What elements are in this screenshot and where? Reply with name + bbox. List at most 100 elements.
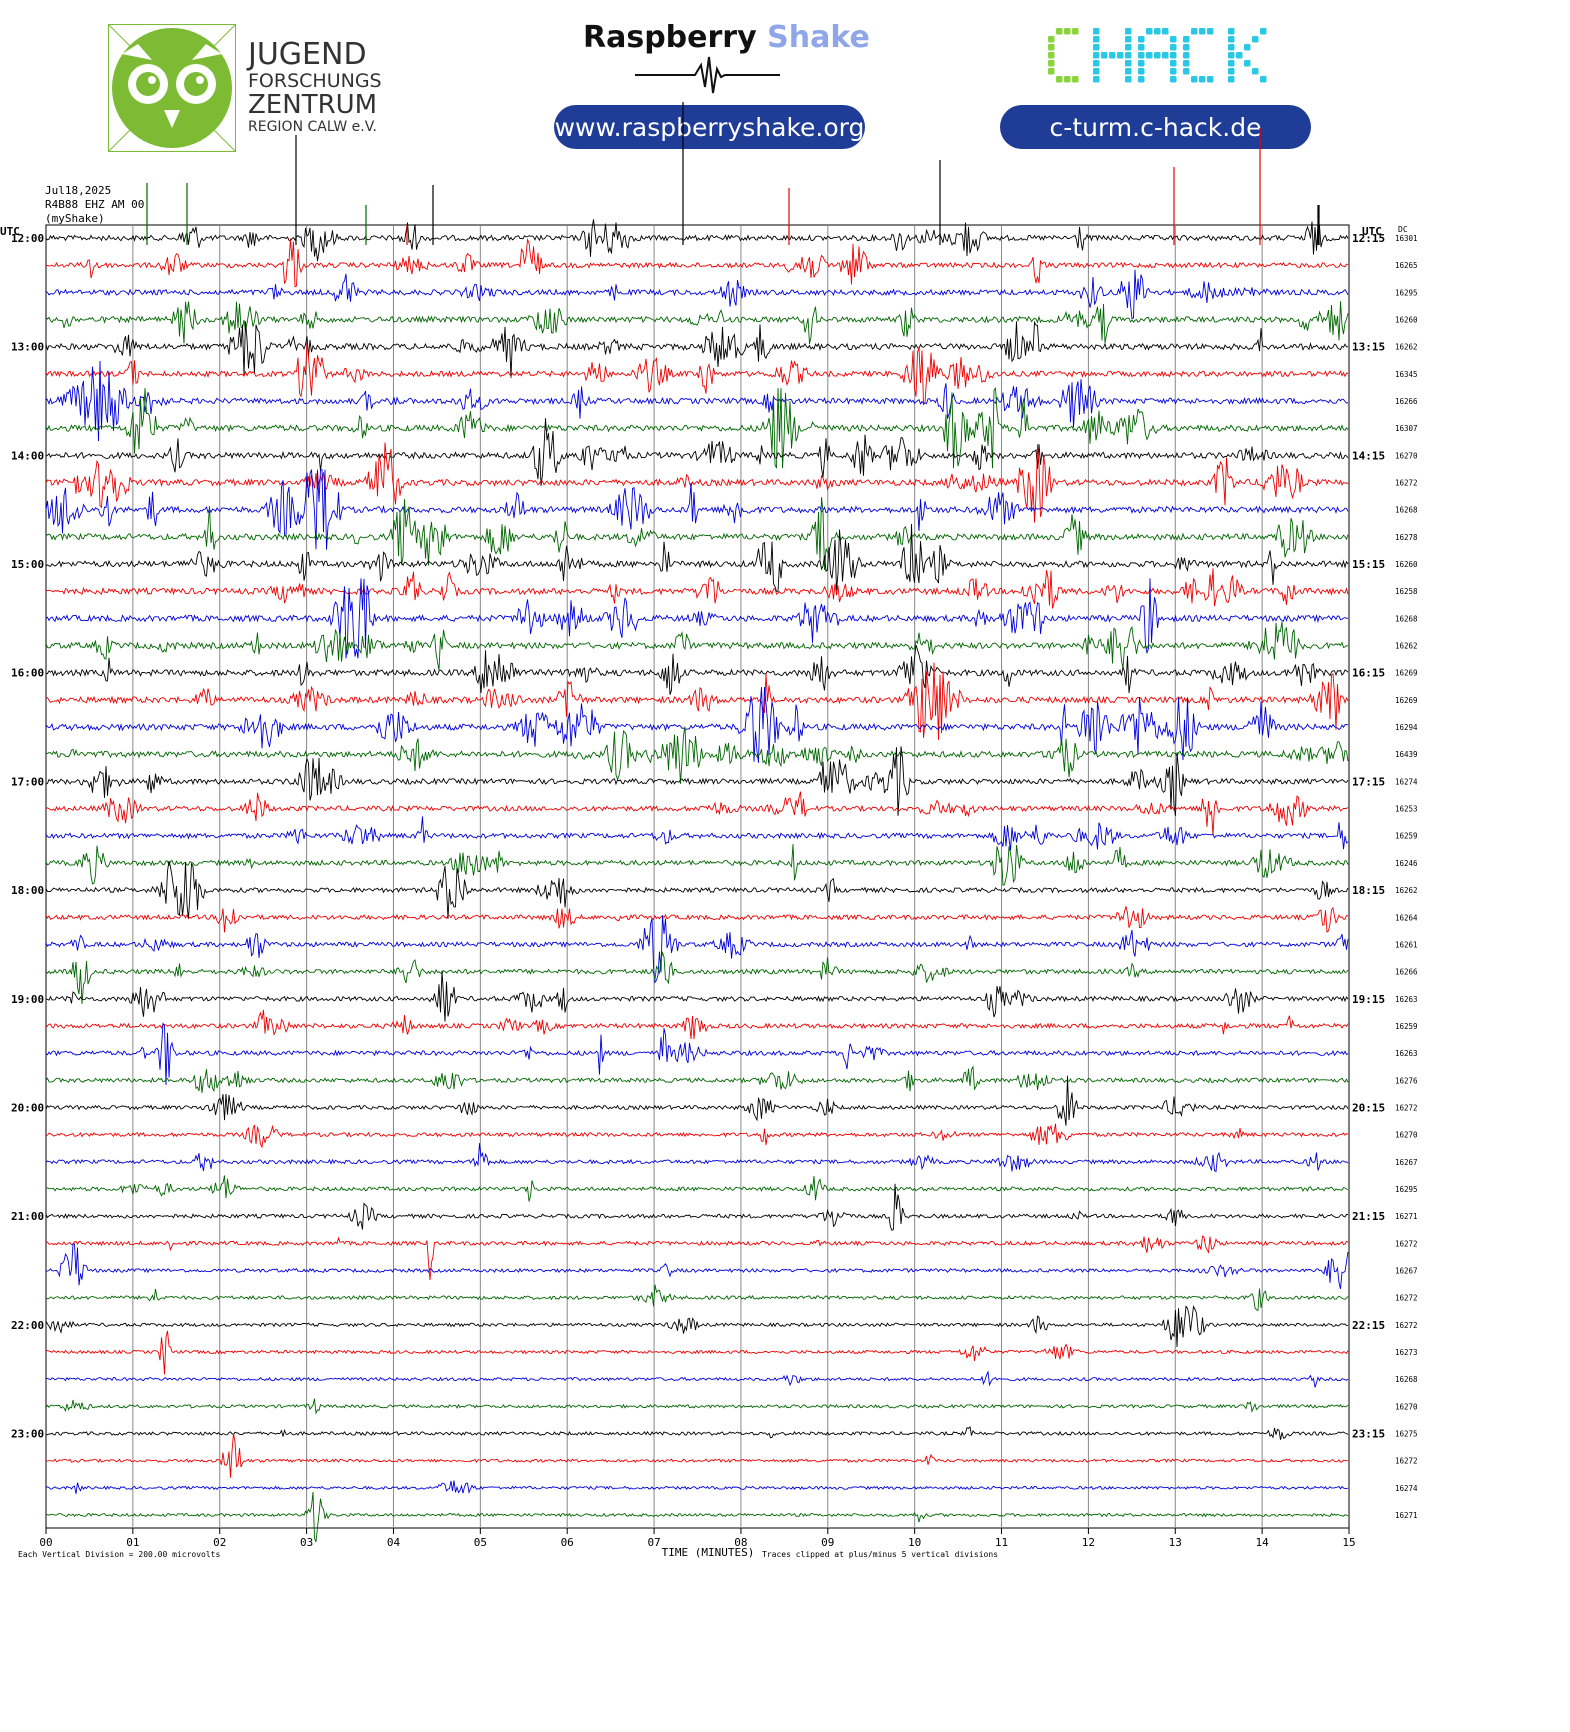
hour-label-right: 14:15	[1352, 449, 1385, 462]
chack-pixel	[1138, 76, 1145, 83]
chack-pixel	[1162, 52, 1169, 59]
dc-label: DC	[1398, 225, 1408, 234]
dc-offset-label: 16272	[1395, 479, 1418, 488]
trace-line	[45, 816, 1349, 851]
chack-pixel	[1252, 68, 1259, 75]
dc-offset-label: 16301	[1395, 234, 1418, 243]
chack-pixel	[1183, 52, 1190, 59]
trace-line	[45, 269, 1349, 320]
chack-pixel	[1072, 76, 1079, 83]
dc-offset-label: 16272	[1395, 1321, 1418, 1330]
x-tick-label: 09	[821, 1536, 834, 1549]
trace-line	[45, 1425, 1349, 1440]
trace-line	[45, 1243, 1349, 1290]
dc-offset-label: 16294	[1395, 723, 1418, 732]
chack-pixel	[1170, 76, 1177, 83]
chack-pixel	[1125, 68, 1132, 75]
chack-pixel	[1056, 76, 1063, 83]
scale-note: Each Vertical Division = 200.00 microvol…	[18, 1550, 220, 1559]
trace-line	[45, 1284, 1349, 1311]
x-tick-label: 13	[1169, 1536, 1182, 1549]
hour-label-right: 13:15	[1352, 341, 1385, 354]
chack-pixel	[1228, 76, 1235, 83]
hour-label-left: 18:00	[11, 884, 44, 897]
chack-pixel	[1199, 76, 1206, 83]
dc-offset-label: 16271	[1395, 1511, 1418, 1520]
chack-pixel	[1125, 44, 1132, 51]
chack-pixel	[1228, 60, 1235, 67]
utc-right-label: UTC	[1362, 225, 1382, 238]
trace-line	[45, 844, 1349, 886]
dc-offset-label: 16266	[1395, 968, 1418, 977]
dc-offset-label: 16295	[1395, 288, 1418, 297]
hour-label-left: 19:00	[11, 993, 44, 1006]
trace-line	[45, 386, 1349, 469]
x-tick-label: 11	[995, 1536, 1008, 1549]
dc-offset-label: 16262	[1395, 886, 1418, 895]
x-tick-label: 03	[300, 1536, 313, 1549]
chack-pixel	[1048, 60, 1055, 67]
jfz-line2: FORSCHUNGS	[248, 70, 382, 92]
trace-line	[45, 578, 1349, 659]
plot-frame	[45, 224, 1350, 1529]
chack-pixel	[1138, 68, 1145, 75]
trace-line	[45, 662, 1349, 740]
trace-line	[45, 442, 1349, 523]
trace-line	[45, 219, 1349, 262]
raspberry-shake-url-badge[interactable]: www.raspberryshake.org	[554, 105, 865, 149]
trace-line	[45, 1370, 1349, 1388]
dc-offset-label: 16274	[1395, 1484, 1418, 1493]
record-date: Jul18,2025	[45, 184, 112, 197]
chack-pixel	[1093, 36, 1100, 43]
x-tick-label: 10	[908, 1536, 921, 1549]
chack-pixel	[1228, 68, 1235, 75]
dc-offset-label: 16270	[1395, 451, 1418, 460]
trace-line	[45, 360, 1349, 442]
hour-label-right: 23:15	[1352, 1427, 1385, 1440]
chack-pixel	[1260, 28, 1267, 35]
x-tick-label: 07	[647, 1536, 660, 1549]
dc-offset-label: 16274	[1395, 777, 1418, 786]
chack-url-badge[interactable]: c-turm.c-hack.de	[1000, 105, 1311, 149]
chack-logo	[1048, 28, 1267, 83]
dc-offset-label: 16259	[1395, 1022, 1418, 1031]
chack-pixel	[1117, 52, 1124, 59]
raspberry-word: Raspberry	[583, 20, 757, 55]
trace-line	[45, 1330, 1349, 1375]
chack-pixel	[1170, 68, 1177, 75]
dc-offset-label: 16264	[1395, 913, 1418, 922]
x-tick-label: 15	[1342, 1536, 1355, 1549]
x-tick-label: 12	[1082, 1536, 1095, 1549]
clipping-note: Traces clipped at plus/minus 5 vertical …	[762, 1550, 998, 1559]
trace-line	[45, 1143, 1349, 1173]
jfz-line4: REGION CALW e.V.	[248, 119, 377, 135]
chack-pixel	[1183, 44, 1190, 51]
jfz-line3: ZENTRUM	[248, 90, 378, 120]
hour-label-left: 21:00	[11, 1210, 44, 1223]
dc-offset-label: 16266	[1395, 397, 1418, 406]
trace-line	[45, 523, 1349, 592]
chack-pixel	[1207, 76, 1214, 83]
hour-label-left: 14:00	[11, 449, 44, 462]
chack-pixel	[1125, 76, 1132, 83]
shake-word: Shake	[767, 20, 870, 55]
utc-left-label: UTC	[0, 225, 20, 238]
hour-label-right: 19:15	[1352, 993, 1385, 1006]
trace-line	[45, 320, 1349, 378]
dc-offset-label: 16307	[1395, 424, 1418, 433]
dc-offset-label: 16271	[1395, 1212, 1418, 1221]
trace-line	[45, 1065, 1349, 1093]
hour-label-left: 13:00	[11, 341, 44, 354]
chack-pixel	[1228, 44, 1235, 51]
hour-label-left: 20:00	[11, 1101, 44, 1114]
hour-label-right: 17:15	[1352, 775, 1385, 788]
dc-offset-label: 16278	[1395, 533, 1418, 542]
trace-line	[45, 860, 1349, 919]
chack-pixel	[1146, 28, 1153, 35]
chack-pixel	[1252, 36, 1259, 43]
trace-line	[45, 915, 1349, 984]
chack-pixel	[1138, 36, 1145, 43]
dc-offset-label: 16267	[1395, 1158, 1418, 1167]
trace-line	[45, 1491, 1349, 1543]
